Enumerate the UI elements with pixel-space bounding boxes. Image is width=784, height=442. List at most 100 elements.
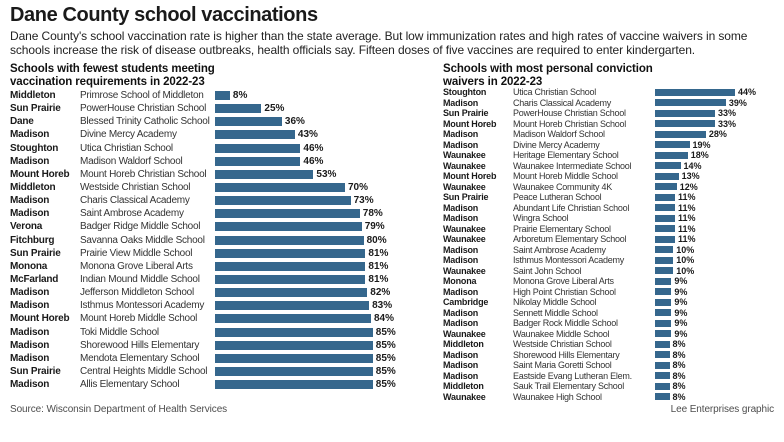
school-label: Waunakee Middle School [513, 328, 610, 339]
bar-track: 81% [215, 248, 430, 259]
school-label: Monona Grove Liberal Arts [513, 276, 614, 287]
chart-row: Madison Toki Middle School 85% [10, 326, 430, 339]
chart-row: Waunakee Waunakee High School 8% [443, 392, 779, 403]
school-label: Blessed Trinity Catholic School [80, 116, 210, 128]
chart-row: Madison Isthmus Montessori Academy 83% [10, 299, 430, 312]
value-label: 81% [368, 260, 389, 272]
bar [655, 256, 674, 264]
school-label: Mount Horeb Middle School [513, 171, 618, 182]
chart-row: Mount Horeb Mount Horeb Christian School 5… [10, 168, 430, 181]
bar [655, 151, 688, 159]
bar-track: 70% [215, 182, 430, 193]
school-label: Primrose School of Middleton [80, 90, 204, 102]
value-label: 25% [264, 103, 285, 115]
chart-row: Madison Saint Ambrose Academy 10% [443, 245, 779, 256]
city-label: Madison [10, 352, 50, 364]
value-label: 12% [679, 181, 698, 192]
chart-row: Madison Sennett Middle School 9% [443, 308, 779, 319]
city-label: Waunakee [443, 328, 486, 339]
school-label: Mount Horeb Christian School [513, 118, 627, 129]
bar [655, 225, 675, 233]
bar-track: 78% [215, 208, 430, 219]
value-label: 46% [303, 142, 324, 154]
chart-row: Madison Jefferson Middleton School 82% [10, 286, 430, 299]
bar [655, 130, 706, 138]
city-label: Madison [10, 208, 50, 220]
value-label: 11% [678, 234, 696, 245]
value-label: 10% [676, 265, 695, 276]
bar-track: 12% [655, 182, 779, 192]
bar-track: 9% [655, 276, 779, 286]
bar-track: 8% [655, 381, 779, 391]
bar-track: 39% [655, 98, 779, 108]
bar [215, 301, 370, 311]
value-label: 8% [672, 370, 686, 381]
bar [655, 204, 675, 212]
school-label: Waunakee Community 4K [513, 181, 612, 192]
bar [655, 361, 670, 369]
value-label: 82% [370, 287, 391, 299]
bar [215, 340, 373, 350]
bar [215, 275, 366, 285]
value-label: 8% [672, 381, 686, 392]
value-label: 46% [303, 155, 324, 167]
graphic-credit: Lee Enterprises graphic [670, 404, 774, 415]
bar-track: 28% [655, 129, 779, 139]
value-label: 85% [375, 379, 396, 391]
school-label: Isthmus Montessori Academy [513, 255, 625, 266]
value-label: 13% [681, 171, 700, 182]
chart-row: Waunakee Heritage Elementary School 18% [443, 150, 779, 161]
bar [655, 162, 681, 170]
bar-track: 11% [655, 213, 779, 223]
school-label: Badger Rock Middle School [513, 318, 618, 329]
chart-row: Madison Saint Ambrose Academy 78% [10, 207, 430, 220]
school-label: PowerHouse Christian School [513, 108, 626, 119]
value-label: 85% [375, 326, 396, 338]
chart-row: Sun Prairie PowerHouse Christian School 33… [443, 108, 779, 119]
school-label: Westside Christian School [513, 339, 612, 350]
city-label: McFarland [10, 274, 59, 286]
school-label: Prairie Elementary School [513, 223, 611, 234]
chart-row: Madison Allis Elementary School 85% [10, 378, 430, 391]
city-label: Waunakee [443, 234, 486, 245]
bar [215, 104, 262, 114]
bar-track: 10% [655, 245, 779, 255]
city-label: Sun Prairie [10, 247, 61, 259]
city-label: Middleton [10, 182, 56, 194]
chart-row: Madison High Point Christian School 9% [443, 287, 779, 298]
city-label: Madison [443, 349, 479, 360]
chart-row: Middleton Primrose School of Middleton 8% [10, 89, 430, 102]
source-credit: Source: Wisconsin Department of Health S… [10, 404, 228, 415]
bar-track: 10% [655, 266, 779, 276]
chart-row: Waunakee Waunakee Middle School 9% [443, 329, 779, 340]
chart-row: Fitchburg Savanna Oaks Middle School 80% [10, 234, 430, 247]
bar-track: 25% [215, 103, 430, 114]
value-label: 9% [674, 286, 688, 297]
school-label: Saint Maria Goretti School [513, 360, 612, 371]
school-label: Prairie View Middle School [80, 247, 193, 259]
city-label: Monona [10, 260, 48, 272]
school-label: Sauk Trail Elementary School [513, 381, 625, 392]
bar [655, 88, 735, 96]
bar [655, 330, 672, 338]
bar-track: 36% [215, 116, 430, 127]
bar-track: 18% [655, 150, 779, 160]
city-label: Sun Prairie [443, 192, 489, 203]
value-label: 81% [368, 247, 389, 259]
bar-track: 14% [655, 161, 779, 171]
chart-row: Madison Divine Mercy Academy 19% [443, 140, 779, 151]
bar [655, 267, 674, 275]
chart-row: Waunakee Saint John School 10% [443, 266, 779, 277]
bar [655, 141, 690, 149]
value-label: 33% [718, 118, 737, 129]
city-label: Madison [443, 244, 479, 255]
chart-row: Sun Prairie PowerHouse Christian School 25… [10, 102, 430, 115]
bar-track: 8% [655, 371, 779, 381]
bar-track: 79% [215, 221, 430, 232]
chart-row: Waunakee Arboretum Elementary School 11% [443, 234, 779, 245]
bar [215, 327, 373, 337]
value-label: 11% [678, 202, 696, 213]
value-label: 81% [368, 274, 389, 286]
city-label: Sun Prairie [10, 103, 61, 115]
bar [655, 193, 675, 201]
